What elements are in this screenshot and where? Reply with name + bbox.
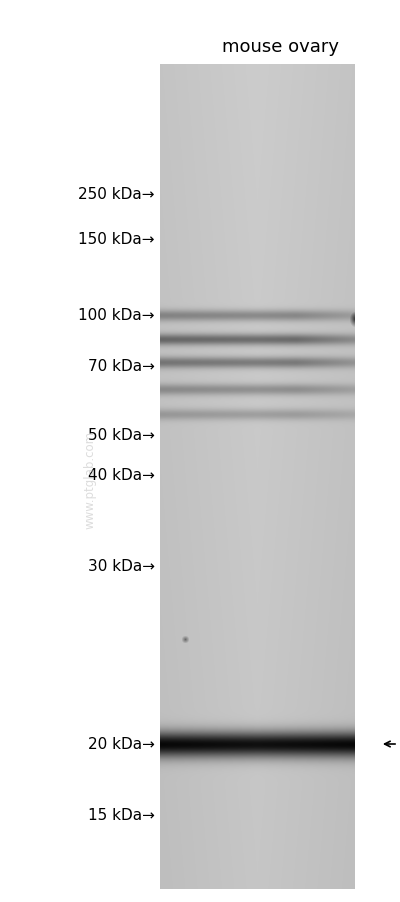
Text: 50 kDa→: 50 kDa→ (88, 428, 155, 443)
Text: 40 kDa→: 40 kDa→ (88, 468, 155, 483)
Text: 20 kDa→: 20 kDa→ (88, 737, 155, 751)
Text: www.ptglab.com: www.ptglab.com (84, 430, 96, 529)
Text: 15 kDa→: 15 kDa→ (88, 807, 155, 823)
Text: 100 kDa→: 100 kDa→ (78, 308, 155, 323)
Text: 150 kDa→: 150 kDa→ (78, 232, 155, 247)
Text: mouse ovary: mouse ovary (222, 38, 338, 56)
Text: 250 kDa→: 250 kDa→ (78, 188, 155, 202)
Text: 70 kDa→: 70 kDa→ (88, 359, 155, 374)
Text: 30 kDa→: 30 kDa→ (88, 559, 155, 574)
